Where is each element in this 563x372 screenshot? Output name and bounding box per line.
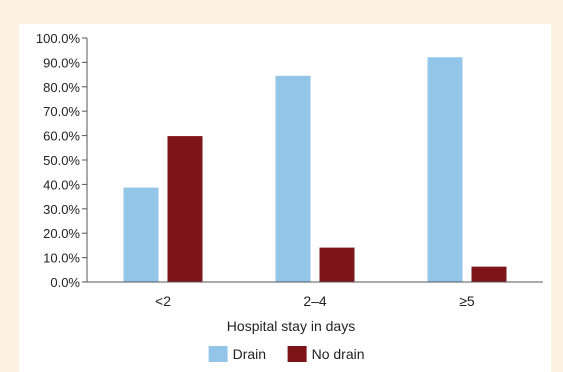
- legend-label-no-drain: No drain: [312, 346, 365, 362]
- bar-no-drain: [471, 266, 507, 282]
- bar-drain: [275, 75, 311, 282]
- y-tick-label: 0.0%: [50, 275, 80, 290]
- y-tick-label: 10.0%: [43, 251, 80, 266]
- bar-chart: 0.0% 10.0% 20.0% 30.0% 40.0% 50.0% 60.0% 70.0% 8…: [36, 31, 543, 362]
- x-tick-label: 2–4: [303, 293, 327, 309]
- y-axis: 0.0% 10.0% 20.0% 30.0% 40.0% 50.0% 60.0% 70.0% 8…: [36, 31, 88, 290]
- y-tick-label: 60.0%: [43, 129, 80, 144]
- y-tick-label: 70.0%: [43, 104, 80, 119]
- bar-drain: [123, 187, 159, 282]
- bar-drain: [427, 57, 463, 282]
- y-tick-label: 20.0%: [43, 226, 80, 241]
- legend-swatch-no-drain: [287, 346, 307, 362]
- legend-swatch-drain: [208, 346, 228, 362]
- y-tick-label: 100.0%: [36, 31, 81, 46]
- chart-panel: 0.0% 10.0% 20.0% 30.0% 40.0% 50.0% 60.0% 70.0% 8…: [19, 24, 551, 372]
- bar-no-drain: [167, 136, 203, 282]
- bar-no-drain: [319, 247, 355, 282]
- x-tick-label: ≥5: [459, 293, 475, 309]
- y-tick-label: 40.0%: [43, 177, 80, 192]
- y-tick-label: 50.0%: [43, 153, 80, 168]
- legend-label-drain: Drain: [233, 346, 266, 362]
- bars: [123, 57, 507, 282]
- y-tick-label: 80.0%: [43, 80, 80, 95]
- y-tick-label: 90.0%: [43, 55, 80, 70]
- x-axis: <2 2–4 ≥5: [87, 281, 543, 309]
- x-tick-label: <2: [155, 293, 171, 309]
- legend: Drain No drain: [208, 346, 365, 362]
- y-tick-label: 30.0%: [43, 202, 80, 217]
- x-axis-label: Hospital stay in days: [227, 318, 355, 334]
